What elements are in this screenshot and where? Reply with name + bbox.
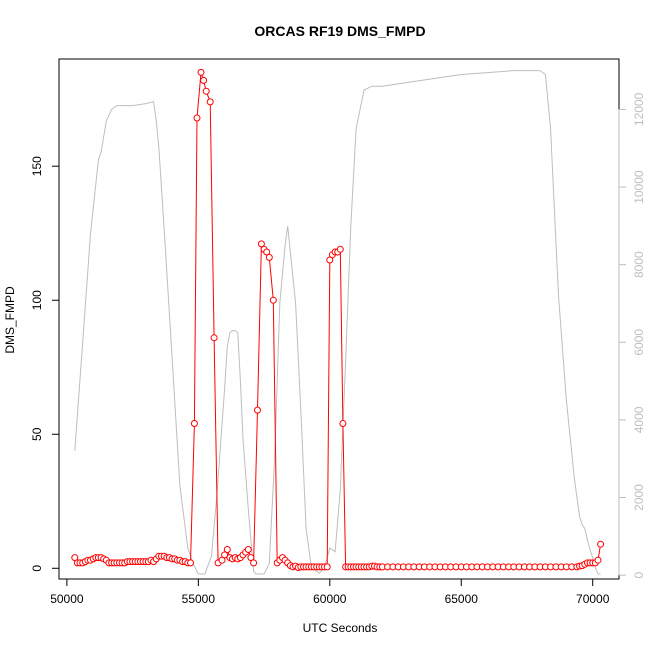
y2-tick-label: 8000 (632, 251, 646, 278)
dms-point (221, 551, 229, 559)
altitude-series (74, 70, 601, 575)
y-axis-label: DMS_FMPD (3, 286, 17, 354)
dms-point (244, 546, 252, 553)
x-tick-label: 65000 (445, 592, 479, 606)
dms-series (71, 68, 605, 571)
dms-point (197, 68, 205, 76)
dms-point (202, 87, 210, 95)
dms-point (257, 240, 265, 248)
x-tick-label: 50000 (50, 592, 84, 606)
y2-tick-label: 12000 (632, 92, 646, 126)
dms-point (223, 546, 231, 553)
dms-point (265, 253, 273, 261)
x-tick-label: 70000 (576, 592, 610, 606)
dms-point (339, 420, 347, 427)
dms-point (336, 245, 344, 253)
dms-point (269, 296, 277, 304)
y-axis-left: 0 50 100 150 (30, 156, 60, 572)
dms-point (594, 556, 602, 564)
dms-point (187, 559, 194, 567)
x-tick-label: 60000 (313, 592, 347, 606)
y2-tick-label: 0 (632, 571, 646, 578)
y-tick-label: 150 (30, 156, 44, 176)
y-tick-label: 0 (30, 565, 44, 572)
dms-point (193, 114, 201, 122)
dms-line (74, 72, 602, 569)
x-tick-label: 55000 (182, 592, 216, 606)
dms-point (206, 98, 214, 106)
dms-point (323, 563, 331, 571)
dms-point (200, 76, 208, 84)
y-tick-label: 50 (30, 427, 44, 441)
y2-tick-label: 2000 (632, 484, 646, 511)
y2-tick-label: 6000 (632, 329, 646, 356)
chart-title: ORCAS RF19 DMS_FMPD (254, 23, 425, 39)
dms-point (190, 420, 198, 427)
dms-point (254, 406, 261, 414)
dms-point (263, 248, 271, 256)
x-axis: 50000 55000 60000 65000 70000 (50, 578, 610, 606)
x-axis-label: UTC Seconds (303, 621, 378, 635)
dms-point (250, 559, 258, 567)
dms-point (210, 334, 218, 342)
altitude-line (74, 70, 601, 575)
y-tick-label: 100 (30, 290, 44, 310)
dms-point (247, 554, 255, 562)
y-axis-right: 0 2000 4000 6000 8000 10000 12000 (618, 92, 646, 578)
y2-tick-label: 10000 (632, 170, 646, 204)
y2-tick-label: 4000 (632, 406, 646, 433)
dms-point (597, 540, 605, 548)
